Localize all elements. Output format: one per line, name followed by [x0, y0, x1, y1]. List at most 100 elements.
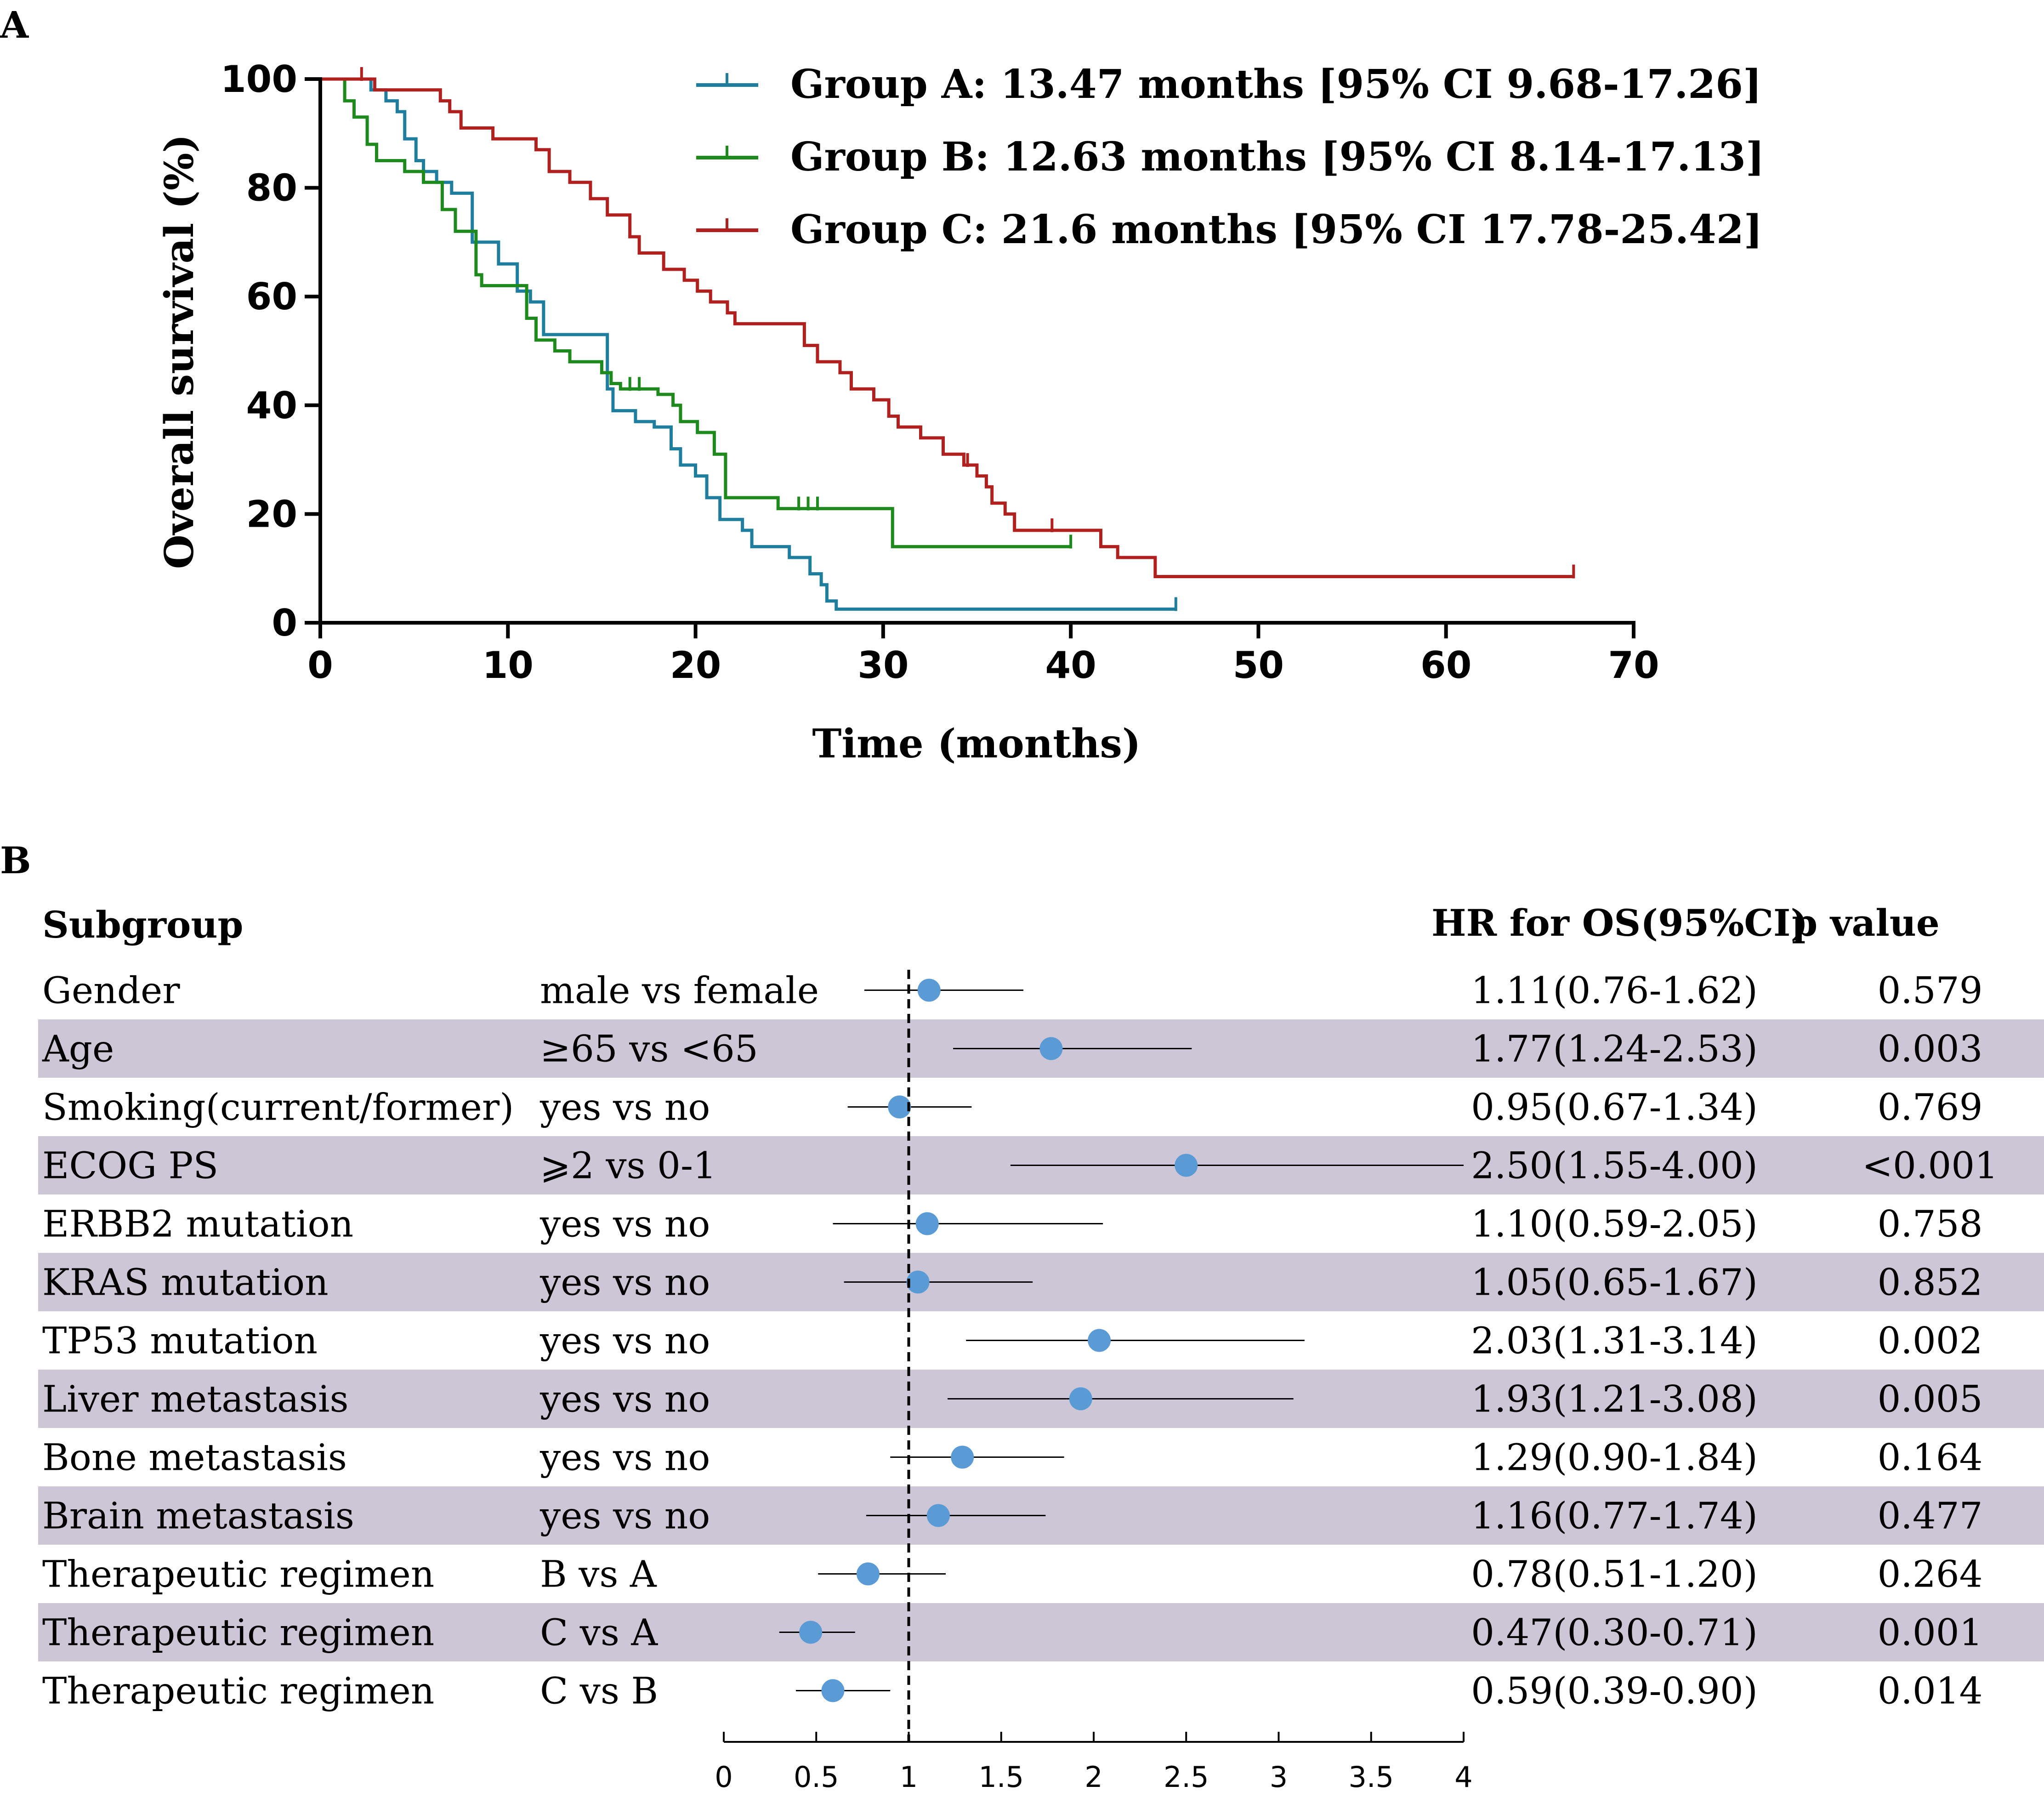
forest-hr-text: 1.10(0.59-2.05)	[1471, 1203, 1758, 1246]
panel-a-label: A	[0, 3, 29, 46]
km-curve-a	[320, 77, 1176, 611]
km-y-axis-label: Overall survival (%)	[156, 134, 203, 569]
forest-row-stripe	[38, 1253, 2044, 1311]
forest-hr-point	[856, 1562, 880, 1586]
forest-comparison-label: yes vs no	[539, 1320, 710, 1362]
forest-hr-point	[799, 1621, 823, 1644]
forest-comparison-label: yes vs no	[539, 1086, 710, 1129]
forest-subgroup-label: Smoking(current/former)	[42, 1086, 514, 1129]
km-x-tick-label: 0	[307, 644, 333, 687]
forest-subgroup-label: Brain metastasis	[42, 1495, 354, 1537]
km-x-tick-label: 20	[670, 644, 721, 687]
forest-hr-text: 0.78(0.51-1.20)	[1471, 1553, 1758, 1596]
forest-p-value: 0.477	[1877, 1495, 1982, 1537]
forest-hr-point	[821, 1679, 845, 1702]
forest-header-p: p value	[1792, 901, 1940, 944]
forest-subgroup-label: ECOG PS	[42, 1144, 218, 1187]
km-y-tick-label: 0	[272, 602, 297, 644]
km-x-axis-label: Time (months)	[812, 721, 1141, 767]
forest-subgroup-label: TP53 mutation	[42, 1320, 318, 1362]
forest-x-tick-label: 0	[715, 1760, 732, 1794]
forest-subgroup-label: Therapeutic regimen	[42, 1553, 434, 1596]
km-x-tick-label: 10	[483, 644, 534, 687]
forest-hr-point	[915, 1212, 939, 1235]
forest-hr-text: 0.59(0.39-0.90)	[1471, 1670, 1758, 1712]
forest-hr-point	[926, 1504, 950, 1527]
forest-comparison-label: yes vs no	[539, 1495, 710, 1537]
forest-hr-point	[951, 1445, 974, 1469]
forest-subgroup-label: Therapeutic regimen	[42, 1670, 434, 1712]
forest-hr-point	[1175, 1154, 1198, 1177]
forest-plot: Subgroup HR for OS(95%CI) p value Gender…	[38, 901, 2044, 1794]
forest-p-value: 0.852	[1877, 1261, 1982, 1304]
forest-comparison-label: C vs A	[540, 1611, 658, 1654]
forest-p-value: <0.001	[1862, 1144, 1998, 1187]
km-chart: 0 10 20 30 40 50 60 70 0 20 40 60 80 100 Group A: 13.…	[156, 58, 1765, 767]
forest-hr-text: 1.05(0.65-1.67)	[1471, 1261, 1758, 1304]
forest-subgroup-label: Age	[42, 1028, 114, 1070]
forest-hr-point	[888, 1095, 911, 1119]
forest-subgroup-label: Gender	[42, 969, 180, 1012]
forest-subgroup-label: Liver metastasis	[42, 1378, 349, 1421]
forest-hr-point	[1069, 1387, 1092, 1411]
forest-comparison-label: yes vs no	[539, 1436, 710, 1479]
forest-p-value: 0.014	[1877, 1670, 1982, 1712]
forest-x-tick-label: 0.5	[794, 1760, 839, 1794]
forest-p-value: 0.579	[1877, 969, 1982, 1012]
km-x-tick-label: 60	[1420, 644, 1471, 687]
forest-hr-text: 1.11(0.76-1.62)	[1471, 969, 1758, 1012]
panel-b-label: B	[0, 839, 31, 882]
forest-x-tick-label: 2.5	[1164, 1760, 1209, 1794]
forest-p-value: 0.264	[1877, 1553, 1982, 1596]
km-x-tick-label: 70	[1608, 644, 1659, 687]
forest-p-value: 0.002	[1877, 1320, 1982, 1362]
forest-p-value: 0.769	[1877, 1086, 1982, 1129]
forest-comparison-label: ≥65 vs <65	[540, 1028, 758, 1070]
forest-subgroup-label: KRAS mutation	[42, 1261, 329, 1304]
forest-hr-point	[906, 1270, 930, 1294]
forest-p-value: 0.001	[1877, 1611, 1982, 1654]
km-y-tick-label: 40	[246, 384, 297, 427]
forest-hr-text: 1.16(0.77-1.74)	[1471, 1495, 1758, 1537]
forest-x-tick-label: 1	[900, 1760, 918, 1794]
forest-x-tick-label: 3.5	[1348, 1760, 1394, 1794]
forest-hr-text: 0.47(0.30-0.71)	[1471, 1611, 1758, 1654]
km-y-tick-label: 80	[246, 167, 297, 210]
forest-hr-text: 1.93(1.21-3.08)	[1471, 1378, 1758, 1421]
forest-comparison-label: yes vs no	[539, 1261, 710, 1304]
forest-hr-text: 1.77(1.24-2.53)	[1471, 1028, 1758, 1070]
km-y-tick-label: 60	[246, 275, 297, 318]
forest-hr-text: 1.29(0.90-1.84)	[1471, 1436, 1758, 1479]
km-y-tick-label: 20	[246, 493, 297, 535]
forest-subgroup-label: Therapeutic regimen	[42, 1611, 434, 1654]
forest-comparison-label: yes vs no	[539, 1203, 710, 1246]
forest-p-value: 0.758	[1877, 1203, 1982, 1246]
forest-hr-point	[917, 978, 941, 1002]
km-curve-c	[320, 77, 1574, 578]
km-curve-b	[320, 77, 1071, 548]
forest-comparison-label: B vs A	[540, 1553, 657, 1596]
km-legend-label: Group B: 12.63 months [95% CI 8.14-17.13…	[790, 134, 1765, 180]
forest-header-hr: HR for OS(95%CI)	[1431, 901, 1808, 944]
forest-comparison-label: yes vs no	[539, 1378, 710, 1421]
forest-x-tick-label: 2	[1084, 1760, 1102, 1794]
km-x-tick-label: 30	[857, 644, 908, 687]
forest-row-stripe	[38, 1603, 2044, 1661]
forest-p-value: 0.164	[1877, 1436, 1982, 1479]
forest-subgroup-label: ERBB2 mutation	[42, 1203, 353, 1246]
km-legend-label: Group A: 13.47 months [95% CI 9.68-17.26…	[790, 61, 1762, 108]
forest-comparison-label: male vs female	[540, 969, 819, 1012]
forest-hr-text: 0.95(0.67-1.34)	[1471, 1086, 1758, 1129]
forest-hr-text: 2.03(1.31-3.14)	[1471, 1320, 1758, 1362]
forest-subgroup-label: Bone metastasis	[42, 1436, 347, 1479]
forest-hr-text: 2.50(1.55-4.00)	[1471, 1144, 1758, 1187]
forest-p-value: 0.005	[1877, 1378, 1982, 1421]
forest-header-subgroup: Subgroup	[42, 903, 243, 946]
forest-hr-point	[1088, 1329, 1111, 1352]
km-x-tick-label: 50	[1233, 644, 1284, 687]
km-x-tick-label: 40	[1045, 644, 1096, 687]
forest-p-value: 0.003	[1877, 1028, 1982, 1070]
km-legend-label: Group C: 21.6 months [95% CI 17.78-25.42…	[790, 206, 1762, 253]
forest-x-tick-label: 4	[1454, 1760, 1472, 1794]
